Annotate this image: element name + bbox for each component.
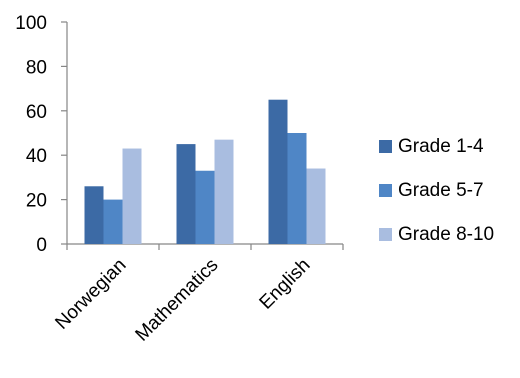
legend-label: Grade 5-7 <box>398 180 484 201</box>
bar-grade-8-10-english <box>306 168 326 244</box>
bar-grade-1-4-mathematics <box>176 144 196 244</box>
bars <box>84 99 326 244</box>
bar-grade-5-7-mathematics <box>195 170 215 244</box>
x-category-label: Norwegian <box>51 255 130 334</box>
legend-swatch <box>379 140 392 153</box>
y-tick-label: 60 <box>26 102 47 123</box>
y-tick-label: 0 <box>36 235 47 256</box>
bar-grade-1-4-english <box>268 99 288 244</box>
y-tick-label: 80 <box>26 57 47 78</box>
x-category-label: Mathematics <box>132 255 223 346</box>
x-category-label: English <box>256 255 315 314</box>
x-axis: Norwegian Mathematics English <box>51 243 344 346</box>
legend-label: Grade 8-10 <box>398 224 494 245</box>
y-tick-label: 20 <box>26 191 47 212</box>
legend-swatch <box>379 228 392 241</box>
bar-grade-5-7-norwegian <box>103 199 123 244</box>
bar-grade-5-7-english <box>287 133 307 244</box>
bar-grade-8-10-norwegian <box>122 148 142 244</box>
y-axis: 0 20 40 60 80 100 <box>15 13 68 256</box>
bar-grade-8-10-mathematics <box>214 139 234 244</box>
y-tick-label: 40 <box>26 146 47 167</box>
y-tick-label: 100 <box>15 13 47 34</box>
legend: Grade 1-4 Grade 5-7 Grade 8-10 <box>379 136 494 245</box>
legend-swatch <box>379 184 392 197</box>
bar-grade-1-4-norwegian <box>84 186 104 244</box>
legend-label: Grade 1-4 <box>398 136 484 157</box>
